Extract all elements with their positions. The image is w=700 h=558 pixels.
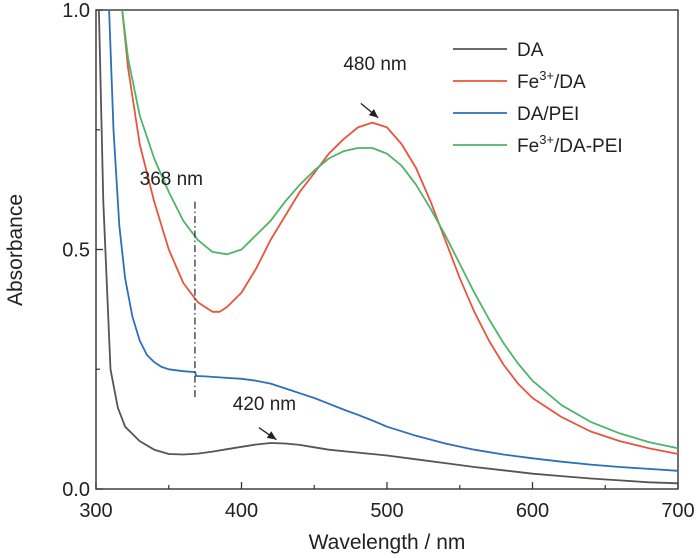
plot-frame [95,9,679,490]
legend-label-main: Fe [517,72,539,93]
y-tick-label: 0.5 [62,240,90,262]
legend-label-rest: /DA-PEI [554,136,623,157]
legend-label-superscript: 3+ [539,132,554,147]
legend-label-rest: /DA [554,72,586,93]
y-axis-label: Absorbance [4,194,27,306]
annotation-label: 368 nm [140,169,203,190]
series-line-0 [98,9,679,485]
x-tick-label: 400 [225,500,258,522]
axis-tick-labels: 300 400 500 600 700 0.0 0.5 1.0 [62,0,695,522]
y-tick-label: 1.0 [62,0,90,22]
annotation-label: 480 nm [343,54,406,75]
legend-label-superscript: 3+ [539,68,554,83]
legend-label: Fe3+/DA [517,68,586,93]
x-axis-label: Wavelength / nm [309,531,466,554]
annotation-arrow [360,102,379,119]
legend-label: DA [517,40,544,61]
axis-ticks [95,9,679,490]
series-line-3 [121,9,679,450]
annotation-arrow [258,427,277,441]
x-tick-label: 500 [370,500,403,522]
series-line-2 [108,9,679,472]
legend-label: DA/PEI [517,104,579,125]
legend-label-main: DA [517,40,544,61]
legend-label-main: DA/PEI [517,104,579,125]
annotations: 480 nm 368 nm 420 nm [140,54,407,441]
legend-label-main: Fe [517,136,539,157]
series-lines [98,9,679,485]
y-tick-label: 0.0 [62,479,90,501]
x-tick-label: 600 [516,500,549,522]
x-tick-label: 300 [79,500,112,522]
x-tick-label: 700 [661,500,694,522]
legend-label: Fe3+/DA-PEI [517,132,623,157]
annotation-label: 420 nm [233,394,296,415]
series-line-1 [121,9,679,455]
